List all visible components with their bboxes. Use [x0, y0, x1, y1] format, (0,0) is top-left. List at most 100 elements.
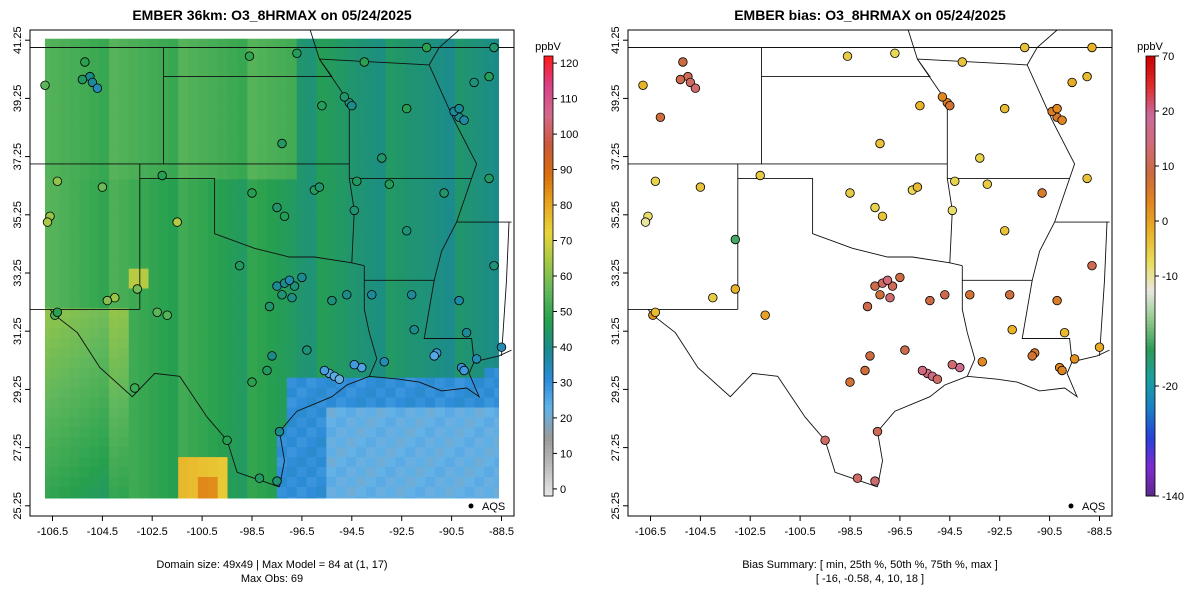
colorbar-swatch	[544, 364, 553, 369]
colorbar-swatch	[544, 235, 553, 240]
colorbar-swatch	[544, 411, 553, 416]
model-grid-cell	[405, 139, 416, 150]
colorbar-swatch	[1146, 122, 1155, 127]
model-grid-cell	[188, 268, 199, 279]
model-grid-cell	[178, 109, 189, 120]
model-grid-cell	[434, 99, 446, 110]
model-grid-cell	[276, 367, 288, 378]
model-grid-cell	[39, 188, 51, 200]
model-grid-cell	[454, 486, 466, 497]
colorbar-tick-label: 0	[560, 484, 566, 496]
model-grid-cell	[49, 456, 61, 468]
model-grid-cell	[217, 396, 229, 408]
model-grid-cell	[267, 168, 278, 180]
model-grid-cell	[434, 426, 446, 438]
model-grid-cell	[197, 119, 209, 130]
model-grid-cell	[484, 89, 495, 101]
model-grid-cell	[128, 168, 140, 180]
model-grid-cell	[158, 39, 169, 51]
model-grid-cell	[237, 337, 248, 348]
observation-site-marker	[52, 307, 63, 318]
model-grid-cell	[99, 258, 110, 269]
model-grid-cell	[178, 406, 189, 418]
model-grid-cell	[267, 268, 278, 279]
model-grid-cell	[306, 357, 318, 368]
model-grid-cell	[178, 317, 189, 329]
model-grid-cell	[257, 387, 268, 398]
model-grid-cell	[188, 109, 199, 120]
model-grid-cell	[316, 337, 327, 348]
right-map-title: EMBER bias: O3_8HRMAX on 05/24/2025	[734, 7, 1006, 23]
model-grid-cell	[89, 436, 100, 448]
model-grid-cell	[365, 347, 377, 358]
model-grid-cell	[316, 268, 327, 279]
colorbar-swatch	[1146, 331, 1155, 336]
colorbar-swatch	[544, 257, 553, 262]
bias-site-marker	[1007, 325, 1017, 335]
model-grid-cell	[434, 49, 446, 61]
model-grid-cell	[276, 228, 288, 239]
model-grid-cell	[197, 149, 209, 160]
model-grid-cell	[336, 367, 347, 378]
model-grid-cell	[316, 59, 327, 71]
observation-site-marker	[469, 77, 479, 88]
model-grid-cell	[138, 396, 150, 408]
model-grid-cell	[454, 317, 466, 329]
bias-site-marker	[875, 138, 885, 149]
observation-site-marker	[422, 42, 432, 53]
model-grid-cell	[296, 476, 308, 487]
model-grid-cell	[454, 456, 466, 468]
model-grid-cell	[109, 268, 120, 279]
model-grid-cell	[385, 396, 397, 408]
model-grid-cell	[385, 59, 397, 71]
colorbar-swatch	[1146, 103, 1155, 108]
model-grid-cell	[158, 406, 169, 418]
model-grid-cell	[227, 486, 239, 497]
model-grid-cell	[168, 208, 179, 220]
model-grid-cell	[207, 248, 219, 259]
model-grid-cell	[286, 268, 298, 279]
model-grid-cell	[69, 456, 80, 468]
model-grid-cell	[395, 268, 406, 279]
model-grid-cell	[257, 367, 268, 378]
model-grid-cell	[109, 49, 120, 61]
model-grid-cell	[365, 297, 377, 309]
model-grid-cell	[128, 377, 140, 388]
model-grid-cell	[197, 327, 209, 339]
model-grid-cell	[207, 466, 219, 477]
model-grid-cell	[415, 317, 426, 329]
model-grid-cell	[247, 258, 258, 269]
model-grid-cell	[306, 426, 318, 438]
model-grid-cell	[118, 287, 130, 299]
model-grid-cell	[474, 248, 485, 259]
model-grid-cell	[454, 416, 466, 428]
colorbar-swatch	[1146, 239, 1155, 244]
model-grid-cell	[59, 218, 71, 229]
model-grid-cell	[434, 59, 446, 71]
model-grid-cell	[336, 307, 347, 319]
model-grid-cell	[69, 307, 80, 319]
model-grid-cell	[109, 327, 120, 339]
model-grid-cell	[316, 436, 327, 448]
model-grid-cell	[197, 436, 209, 448]
model-grid-cell	[405, 446, 416, 458]
model-grid-cell	[138, 59, 150, 71]
colorbar-swatch	[1146, 92, 1155, 97]
model-grid-cell	[148, 377, 160, 388]
model-grid-cell	[336, 228, 347, 239]
model-grid-cell	[474, 426, 485, 438]
model-grid-cell	[109, 79, 120, 91]
model-grid-cell	[39, 327, 51, 339]
model-grid-cell	[39, 119, 51, 130]
model-grid-cell	[227, 268, 239, 279]
model-grid-cell	[326, 129, 337, 140]
model-grid-cell	[99, 99, 110, 110]
model-grid-cell	[128, 476, 140, 487]
colorbar-swatch	[1146, 224, 1155, 229]
model-grid-cell	[286, 178, 298, 190]
model-grid-cell	[79, 109, 90, 120]
model-grid-cell	[286, 168, 298, 180]
model-grid-cell	[296, 198, 308, 210]
model-grid-cell	[138, 327, 150, 339]
model-grid-cell	[99, 406, 110, 418]
